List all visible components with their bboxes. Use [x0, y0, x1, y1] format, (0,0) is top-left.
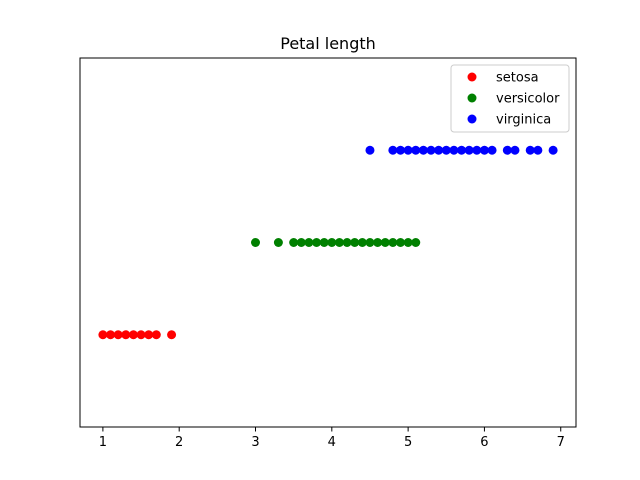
virginica-point	[472, 145, 482, 155]
legend-label-versicolor: versicolor	[496, 92, 560, 107]
versicolor-point	[373, 238, 383, 247]
versicolor-point	[304, 238, 314, 247]
setosa-point	[151, 330, 161, 340]
versicolor-point	[319, 238, 329, 247]
virginica-point	[525, 145, 535, 155]
virginica-point	[418, 145, 428, 155]
legend-label-setosa: setosa	[496, 71, 539, 86]
virginica-point	[403, 145, 413, 155]
virginica-point	[426, 145, 436, 155]
versicolor-point	[388, 238, 398, 247]
x-tick-label: 1	[99, 435, 107, 450]
legend-frame	[450, 64, 570, 133]
virginica-point	[464, 145, 474, 155]
chart-title: Petal length	[280, 34, 376, 53]
virginica-point	[365, 145, 375, 155]
versicolor-point	[357, 238, 367, 247]
versicolor-point	[403, 238, 413, 247]
virginica-point	[548, 145, 558, 155]
versicolor-point	[296, 238, 306, 247]
versicolor-point	[350, 238, 360, 247]
setosa-point	[136, 330, 146, 340]
virginica-point	[434, 145, 444, 155]
setosa-point	[128, 330, 138, 340]
setosa-point	[113, 330, 123, 340]
virginica-point	[487, 145, 497, 155]
x-tick-label: 6	[480, 435, 488, 450]
setosa-point	[106, 330, 116, 340]
x-tick-label: 5	[404, 435, 412, 450]
x-tick-label: 4	[328, 435, 336, 450]
setosa-point	[167, 330, 177, 340]
virginica-point	[502, 145, 512, 155]
x-tick-label: 2	[175, 435, 183, 450]
legend-marker-virginica	[467, 114, 477, 124]
versicolor-point	[334, 238, 344, 247]
virginica-point	[441, 145, 451, 155]
versicolor-point	[342, 238, 352, 247]
virginica-point	[411, 145, 421, 155]
x-tick-label: 7	[557, 435, 565, 450]
x-axis: 1 2 3 4 5 6 7	[99, 427, 565, 450]
x-tick-label: 3	[251, 435, 259, 450]
virginica-point	[533, 145, 543, 155]
versicolor-point	[411, 238, 421, 247]
versicolor-point	[251, 238, 261, 247]
legend-label-virginica: virginica	[496, 113, 551, 128]
versicolor-point	[273, 238, 283, 247]
setosa-point	[121, 330, 131, 340]
legend-marker-setosa	[467, 72, 477, 82]
setosa-point	[98, 330, 108, 340]
virginica-point	[449, 145, 459, 155]
versicolor-point	[380, 238, 390, 247]
versicolor-point	[312, 238, 322, 247]
legend: setosa versicolor virginica	[450, 64, 570, 133]
virginica-point	[395, 145, 405, 155]
virginica-point	[510, 145, 520, 155]
virginica-point	[388, 145, 398, 155]
virginica-point	[479, 145, 489, 155]
versicolor-point	[289, 238, 299, 247]
versicolor-point	[365, 238, 375, 247]
versicolor-point	[395, 238, 405, 247]
setosa-point	[144, 330, 154, 340]
virginica-point	[457, 145, 467, 155]
plot-area-frame	[79, 57, 577, 428]
versicolor-point	[327, 238, 337, 247]
points-layer	[98, 145, 558, 340]
legend-marker-versicolor	[467, 93, 477, 103]
